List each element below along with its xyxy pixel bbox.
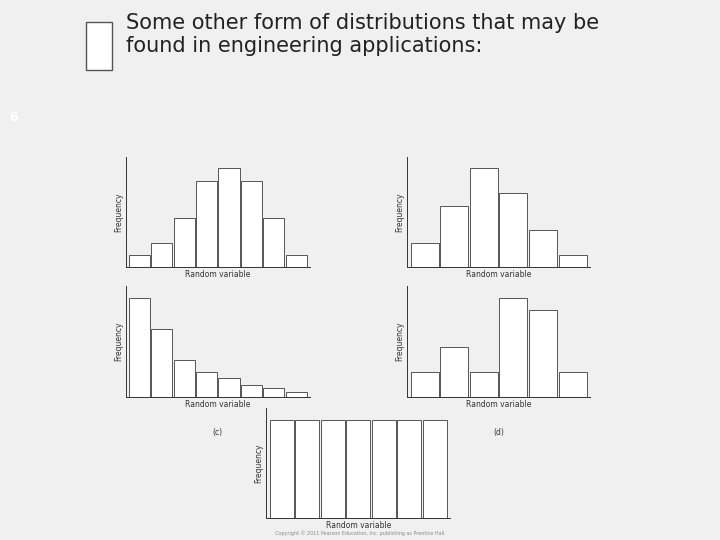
Bar [218, 379, 240, 397]
Bar [529, 230, 557, 267]
Y-axis label: Frequency: Frequency [114, 192, 123, 232]
Bar [129, 255, 150, 267]
Y-axis label: Frequency: Frequency [395, 192, 404, 232]
Text: Some other form of distributions that may be
found in engineering applications:: Some other form of distributions that ma… [126, 13, 599, 56]
Text: (d): (d) [493, 428, 504, 437]
Bar [440, 206, 468, 267]
X-axis label: Random variable: Random variable [185, 270, 251, 279]
Text: (a): (a) [212, 298, 223, 307]
Bar [423, 420, 447, 518]
Bar [559, 255, 587, 267]
Text: Copyright © 2011 Pearson Education, Inc. publishing as Prentice Hall: Copyright © 2011 Pearson Education, Inc.… [275, 531, 445, 536]
Bar [559, 372, 587, 397]
Text: (b): (b) [493, 298, 504, 307]
Bar [129, 298, 150, 397]
Bar [397, 420, 421, 518]
Bar [469, 372, 498, 397]
Bar [151, 242, 173, 267]
Bar [240, 384, 262, 397]
X-axis label: Random variable: Random variable [325, 521, 391, 530]
Y-axis label: Frequency: Frequency [395, 322, 404, 361]
Text: 6: 6 [9, 111, 18, 124]
Bar [286, 255, 307, 267]
Bar [286, 392, 307, 397]
Bar [500, 298, 528, 397]
Bar [529, 310, 557, 397]
Bar [174, 218, 195, 267]
Bar [196, 372, 217, 397]
X-axis label: Random variable: Random variable [466, 270, 531, 279]
Bar [86, 22, 112, 70]
Bar [263, 218, 284, 267]
Bar [269, 420, 294, 518]
Bar [174, 360, 195, 397]
Bar [196, 181, 217, 267]
Bar [372, 420, 396, 518]
Bar [320, 420, 345, 518]
X-axis label: Random variable: Random variable [466, 400, 531, 409]
Bar [469, 168, 498, 267]
Text: (c): (c) [212, 428, 223, 437]
X-axis label: Random variable: Random variable [185, 400, 251, 409]
Bar [240, 181, 262, 267]
Bar [440, 347, 468, 397]
Bar [151, 329, 173, 397]
Bar [500, 193, 528, 267]
Bar [346, 420, 370, 518]
Y-axis label: Frequency: Frequency [255, 443, 264, 483]
Bar [295, 420, 319, 518]
Y-axis label: Frequency: Frequency [114, 322, 123, 361]
Bar [410, 242, 438, 267]
Bar [263, 388, 284, 397]
Bar [410, 372, 438, 397]
Bar [218, 168, 240, 267]
